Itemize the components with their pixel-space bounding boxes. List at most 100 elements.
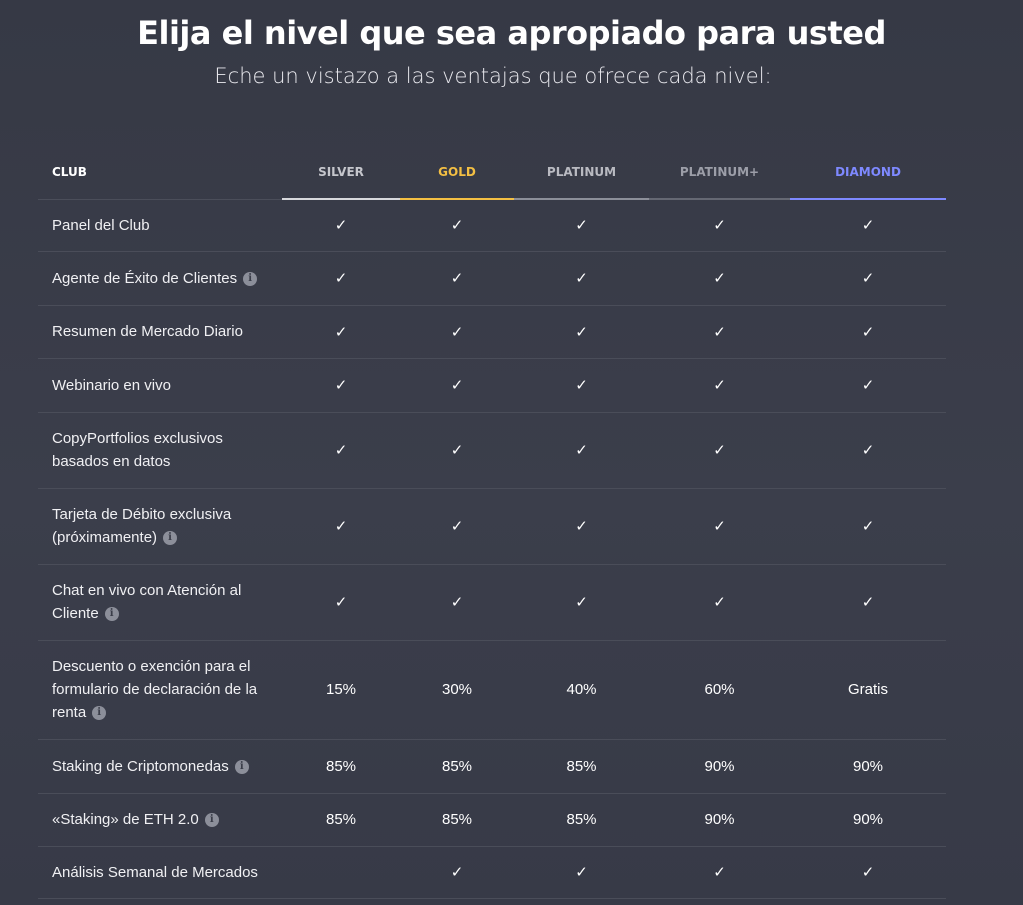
column-header-silver[interactable]: SILVER [282,146,400,200]
check-icon: ✓ [861,217,875,235]
check-icon: ✓ [713,864,726,881]
check-icon: ✓ [450,270,464,287]
tier-value-cell: ✓ [649,564,790,641]
check-icon: ✓ [575,594,588,611]
info-icon[interactable]: i [234,759,249,774]
tier-value: 90% [704,811,735,828]
check-icon: ✓ [575,217,588,235]
check-icon: ✓ [334,217,348,235]
column-header-gold[interactable]: GOLD [400,146,514,200]
tier-value-cell: ✓ [282,412,400,489]
info-icon[interactable]: i [163,531,178,546]
tier-value-cell: ✓ [790,199,946,252]
check-icon: ✓ [450,442,464,459]
check-icon: ✓ [861,270,875,287]
tier-value-cell: ✓ [790,488,946,565]
tier-value-cell: ✓ [790,251,946,306]
check-icon: ✓ [450,594,464,611]
tier-value-cell: ✓ [649,846,790,899]
table-row: Análisis Semanal de Mercados ✓ ✓ ✓ ✓ [38,846,946,899]
check-icon: ✓ [575,518,588,535]
info-icon[interactable]: i [204,813,219,828]
tier-value-cell: 85% [514,793,649,847]
check-icon: ✓ [450,864,464,881]
feature-cell: Webinario en vivo [38,358,282,413]
info-icon[interactable]: i [92,706,107,721]
tier-value-cell: ✓ [282,305,400,359]
info-icon[interactable]: i [243,271,258,286]
tier-value-cell: 90% [790,739,946,794]
page-subtitle-text: Eche un vistazo a las ventajas que ofrec… [214,64,772,88]
tier-value-cell: 15% [282,640,400,740]
tier-value-cell: 85% [400,739,514,794]
check-icon: ✓ [450,518,464,535]
check-icon: ✓ [861,323,875,341]
tier-value-cell: ✓ [514,251,649,306]
tier-value-cell: ✓ [649,251,790,306]
check-icon: ✓ [861,518,875,535]
column-header-platinum[interactable]: PLATINUM [514,146,649,200]
page-title: Elija el nivel que sea apropiado para us… [137,14,886,52]
tier-value-cell: ✓ [282,251,400,306]
feature-cell: CopyPortfolios exclusivos basados en dat… [38,412,282,489]
check-icon: ✓ [334,270,348,287]
feature-label: Resumen de Mercado Diario [52,323,243,340]
tier-value-cell: 30% [400,640,514,740]
feature-label: Tarjeta de Débito exclusiva (próximament… [52,506,232,546]
table-row: Tarjeta de Débito exclusiva (próximament… [38,488,946,565]
table-row: «Staking» de ETH 2.0 i 85% 85% 85% 90% 90% [38,793,946,847]
feature-cell: Chat en vivo con Atención al Cliente i [38,564,282,641]
club-tiers-table: CLUB SILVER GOLD PLATINUM PLATINUM+ DIAM… [38,146,946,899]
check-icon: ✓ [713,270,726,287]
tier-value: 85% [441,757,473,775]
column-header-diamond[interactable]: DIAMOND [790,146,946,200]
feature-label: Staking de Criptomonedas [52,757,229,775]
tier-value-cell: 90% [649,793,790,847]
feature-cell: Panel del Club [38,199,282,252]
tier-value-cell: ✓ [514,305,649,359]
tier-value-cell: ✓ [400,412,514,489]
column-header-club: CLUB [38,146,282,200]
tier-value: 85% [566,757,597,775]
check-icon: ✓ [713,442,726,459]
check-icon: ✓ [450,217,464,235]
tier-value: 40% [566,681,597,698]
check-icon: ✓ [575,323,588,341]
tier-value-cell: ✓ [514,846,649,899]
feature-cell: Descuento o exención para el formulario … [38,640,282,740]
tier-value-cell: ✓ [282,488,400,565]
tier-value-cell: ✓ [400,564,514,641]
check-icon: ✓ [575,864,588,881]
tier-value-cell: ✓ [282,358,400,413]
feature-cell: Staking de Criptomonedas i [38,739,282,794]
feature-cell: Resumen de Mercado Diario [38,305,282,359]
tier-value-cell: 40% [514,640,649,740]
tier-value: 90% [704,757,735,775]
tier-value-cell: ✓ [649,305,790,359]
feature-label: «Staking» de ETH 2.0 [52,811,199,828]
check-icon: ✓ [334,594,348,611]
tier-value-cell: ✓ [282,564,400,641]
check-icon: ✓ [575,442,588,459]
tier-value-cell: ✓ [514,199,649,252]
tier-value-cell: 85% [514,739,649,794]
column-header-platinum-plus[interactable]: PLATINUM+ [649,146,790,200]
tier-value-cell: ✓ [649,199,790,252]
tier-value-cell: ✓ [790,412,946,489]
table-row: Resumen de Mercado Diario ✓ ✓ ✓ ✓ ✓ [38,305,946,359]
tier-value: 30% [441,681,473,698]
tier-value-cell: ✓ [514,564,649,641]
tier-value: 85% [325,757,357,775]
check-icon: ✓ [575,270,588,287]
feature-label: Chat en vivo con Atención al Cliente [52,582,242,622]
check-icon: ✓ [450,323,464,341]
tier-value-cell: ✓ [514,358,649,413]
check-icon: ✓ [334,442,348,459]
feature-cell: Tarjeta de Débito exclusiva (próximament… [38,488,282,565]
tier-value: 15% [325,681,357,698]
check-icon: ✓ [861,594,875,611]
tier-value: 60% [704,681,735,698]
tier-value-cell: 85% [282,793,400,847]
tier-value-cell: ✓ [514,412,649,489]
info-icon[interactable]: i [104,607,119,622]
